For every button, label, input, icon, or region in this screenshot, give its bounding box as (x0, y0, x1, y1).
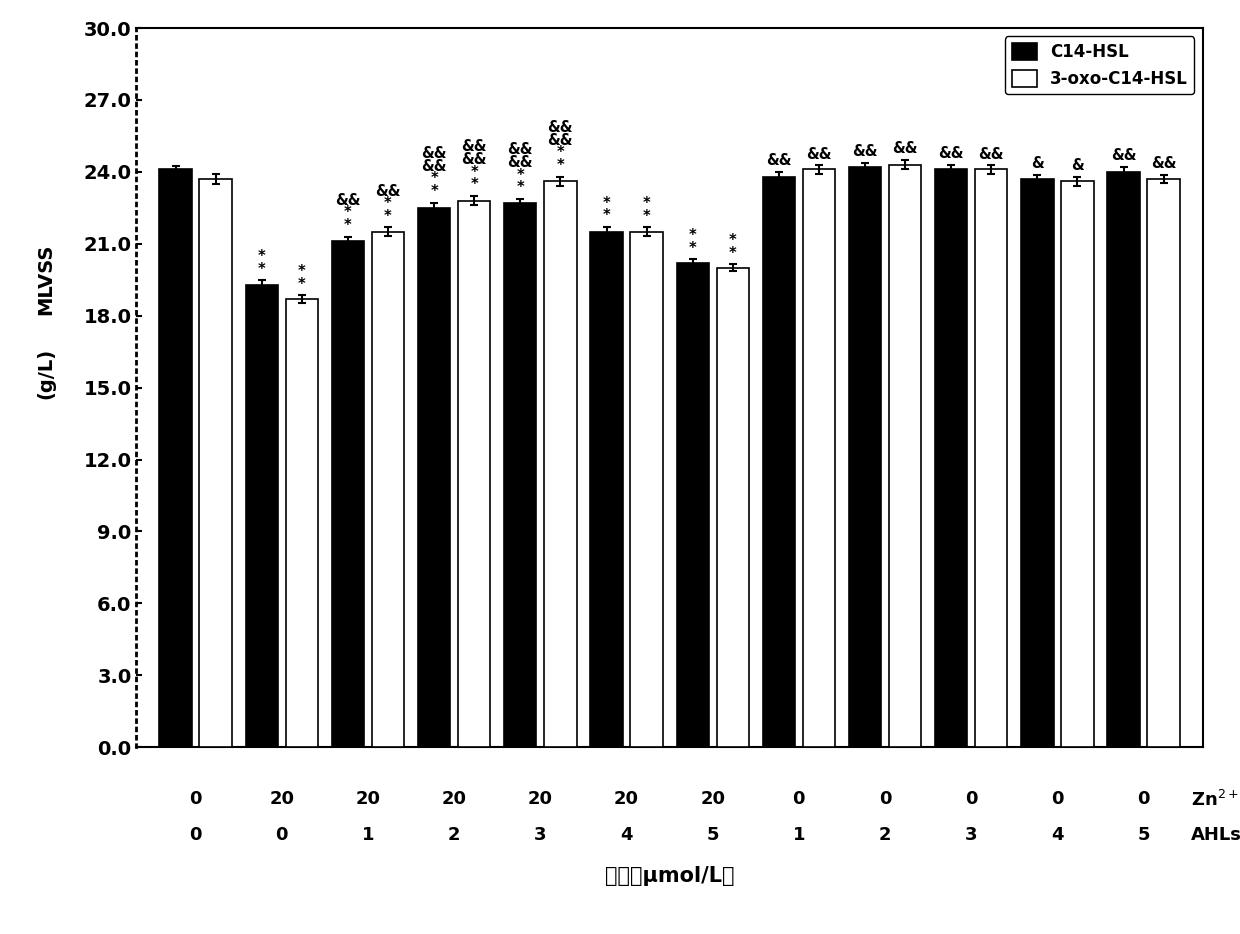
Text: *
*: * * (258, 249, 265, 276)
Text: *
*: * * (688, 228, 697, 256)
Text: 20: 20 (614, 790, 639, 808)
Text: 0: 0 (190, 790, 202, 808)
Bar (160, 169, 192, 747)
Text: &&
*
*: && * * (335, 192, 361, 233)
Bar (1061, 181, 1094, 747)
Text: 浓度（μmol/L）: 浓度（μmol/L） (605, 866, 734, 885)
Text: MLVSS: MLVSS (36, 244, 56, 316)
Bar (763, 177, 795, 747)
Bar (544, 181, 577, 747)
Text: 0: 0 (190, 827, 202, 844)
Text: &&
&&
*
*: && && * * (422, 146, 446, 199)
Text: &&: && (852, 144, 878, 159)
Text: 1: 1 (362, 827, 374, 844)
Bar (1022, 179, 1054, 747)
Text: *
*: * * (729, 233, 737, 261)
Bar (889, 164, 921, 747)
Text: &&
&&
*
*: && && * * (548, 120, 573, 173)
Text: 2: 2 (879, 827, 892, 844)
Text: &: & (1030, 156, 1044, 171)
Bar (505, 203, 537, 747)
Text: 3: 3 (534, 827, 547, 844)
Text: 20: 20 (528, 790, 553, 808)
Text: &&: && (939, 146, 963, 161)
Bar (1107, 172, 1140, 747)
Bar (246, 285, 278, 747)
Bar (935, 169, 967, 747)
Text: &&: && (1111, 149, 1136, 163)
Text: &&
&&
*
*: && && * * (507, 142, 533, 195)
Text: 20: 20 (356, 790, 381, 808)
Text: 0: 0 (1137, 790, 1149, 808)
Text: 20: 20 (441, 790, 466, 808)
Bar (717, 268, 749, 747)
Text: 0: 0 (275, 827, 288, 844)
Text: 0: 0 (792, 790, 805, 808)
Text: 0: 0 (879, 790, 892, 808)
Text: AHLs: AHLs (1192, 827, 1240, 844)
Text: &&: && (893, 141, 918, 156)
Text: 5: 5 (707, 827, 719, 844)
Bar (849, 167, 882, 747)
Text: 5: 5 (1137, 827, 1149, 844)
Bar (332, 241, 365, 747)
Bar (630, 232, 662, 747)
Bar (372, 232, 404, 747)
Text: 4: 4 (620, 827, 632, 844)
Text: (g/L): (g/L) (36, 347, 56, 399)
Text: &: & (1071, 158, 1084, 173)
Bar (975, 169, 1007, 747)
Text: *
*: * * (298, 264, 306, 291)
Bar (802, 169, 835, 747)
Legend: C14-HSL, 3-oxo-C14-HSL: C14-HSL, 3-oxo-C14-HSL (1004, 36, 1194, 94)
Text: 1: 1 (792, 827, 805, 844)
Text: &&: && (806, 147, 832, 162)
Text: &&: && (766, 153, 791, 168)
Bar (677, 263, 709, 747)
Text: 2: 2 (448, 827, 460, 844)
Bar (200, 179, 232, 747)
Text: *
*: * * (642, 196, 651, 224)
Bar (590, 232, 622, 747)
Text: 0: 0 (965, 790, 977, 808)
Text: *
*: * * (603, 196, 610, 223)
Text: 20: 20 (269, 790, 294, 808)
Bar (285, 299, 317, 747)
Text: 3: 3 (965, 827, 977, 844)
Text: &&: && (1151, 156, 1177, 171)
Text: 0: 0 (1052, 790, 1064, 808)
Bar (1147, 179, 1179, 747)
Text: &&
*
*: && * * (376, 184, 401, 224)
Bar (458, 201, 490, 747)
Text: &&
&&
*
*: && && * * (461, 139, 487, 192)
Text: 20: 20 (701, 790, 725, 808)
Bar (418, 208, 450, 747)
Text: 4: 4 (1052, 827, 1064, 844)
Text: Zn$^{2+}$: Zn$^{2+}$ (1192, 790, 1239, 811)
Text: &&: && (978, 147, 1004, 162)
